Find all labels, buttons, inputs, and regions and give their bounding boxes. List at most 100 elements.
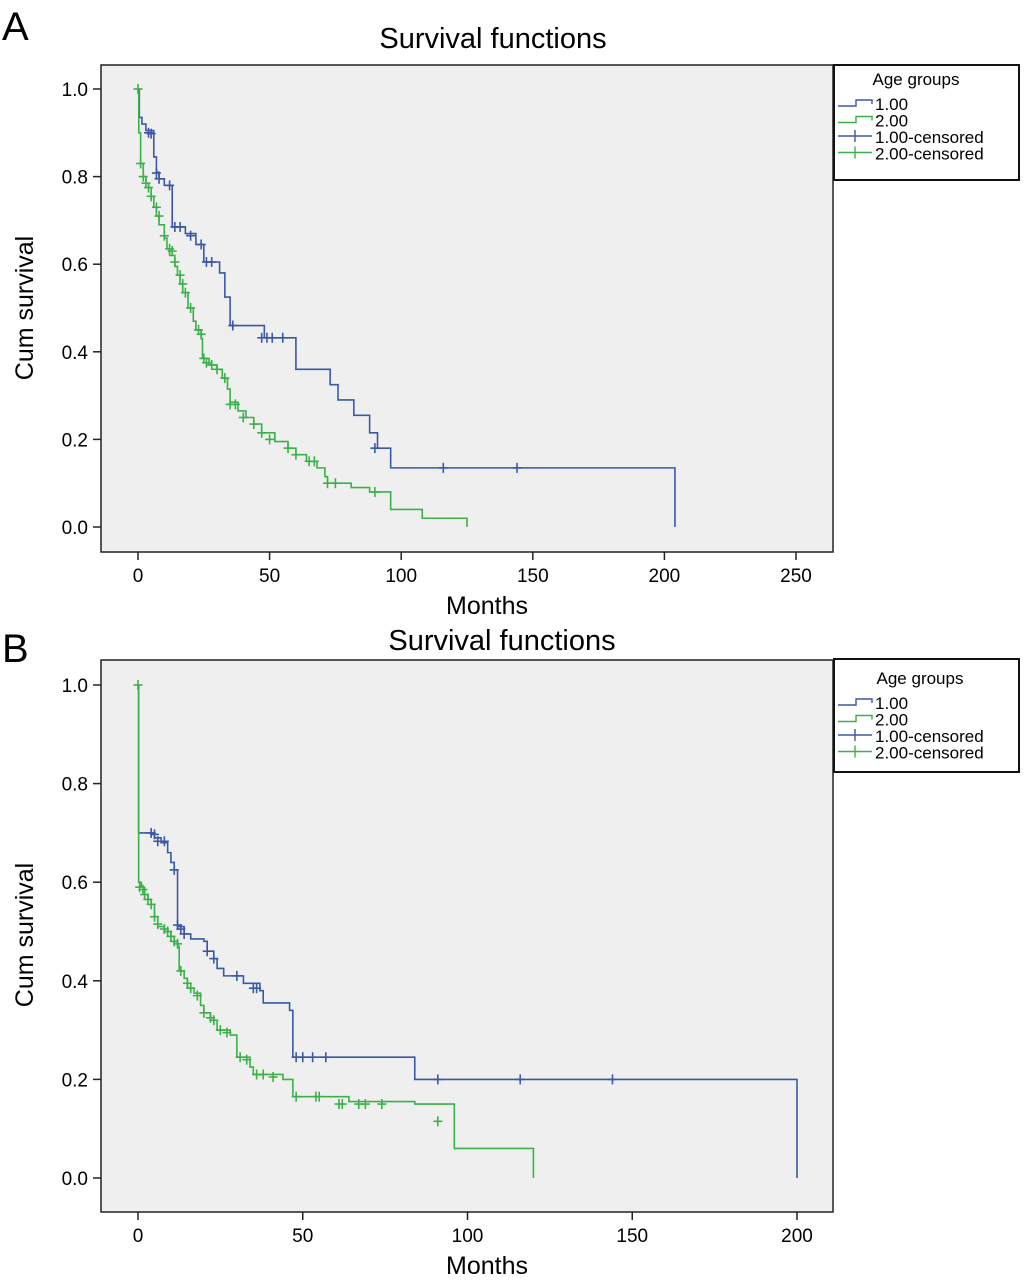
plot-area-a [100, 64, 834, 553]
censor-mark [186, 230, 196, 241]
censor-mark [144, 182, 154, 193]
censor-mark [196, 329, 206, 340]
censor-mark [283, 443, 293, 454]
censor-mark [149, 911, 159, 922]
x-axis-label-a: Months [446, 592, 528, 620]
x-tick-label: 200 [781, 1226, 813, 1247]
censor-mark [433, 1074, 443, 1085]
censor-mark [238, 412, 248, 423]
chart-title-b: Survival functions [388, 625, 615, 657]
censor-mark [515, 1074, 525, 1085]
legend-title-b: Age groups [877, 669, 964, 688]
censor-mark [330, 478, 340, 489]
censor-mark [433, 1116, 443, 1127]
censor-mark [230, 399, 240, 410]
censor-mark [220, 373, 230, 384]
censor-mark [201, 357, 211, 368]
legend-label: 1.00 [875, 694, 908, 713]
legend-label: 2.00-censored [875, 744, 984, 763]
y-tick-label: 0.8 [62, 168, 88, 189]
legend-label: 1.00 [875, 95, 908, 114]
censor-mark [207, 257, 217, 268]
censor-mark [370, 486, 380, 497]
censor-mark [136, 158, 146, 169]
plot-area-b [100, 659, 834, 1213]
censor-mark [235, 1052, 245, 1063]
censor-mark [360, 1099, 370, 1110]
censor-mark [278, 332, 288, 343]
censor-mark [173, 938, 183, 949]
censor-mark [170, 257, 180, 268]
legend-item: 2.00-censored [838, 744, 984, 763]
censor-mark [153, 919, 163, 930]
y-tick-label: 0.6 [62, 873, 88, 894]
x-tick-label: 50 [259, 566, 280, 587]
legend-item: 2.00 [838, 112, 908, 131]
censor-mark [265, 434, 275, 445]
censor-mark [309, 456, 319, 467]
legend-item: 1.00-censored [838, 727, 984, 746]
censor-mark [175, 221, 185, 232]
censor-mark [232, 970, 242, 981]
censor-mark [215, 1025, 225, 1036]
censor-mark [192, 990, 202, 1001]
censor-mark [146, 899, 156, 910]
legend-label: 1.00-censored [875, 727, 984, 746]
censor-mark [202, 946, 212, 957]
censor-mark [257, 427, 267, 438]
legend-item: 1.00 [838, 694, 908, 713]
censor-mark [209, 1015, 219, 1026]
legend-step-icon [838, 115, 873, 124]
y-axis-a: 0.0 0.2 0.4 0.6 0.8 1.0 [62, 80, 101, 539]
censor-mark [133, 680, 143, 690]
y-axis-b: 0.0 0.2 0.4 0.6 0.8 1.0 [62, 676, 101, 1190]
x-tick-label: 50 [292, 1226, 313, 1247]
censor-mark [268, 1071, 278, 1082]
legend-item: 2.00 [838, 711, 908, 730]
y-tick-label: 0.2 [62, 430, 88, 451]
censor-mark [228, 320, 238, 331]
censor-mark [186, 983, 196, 994]
censor-mark [175, 270, 185, 281]
survival-curve-a-1 [138, 88, 676, 527]
y-tick-label: 1.0 [62, 80, 88, 101]
censor-mark [178, 278, 188, 289]
x-tick-label: 0 [133, 1226, 144, 1247]
y-tick-label: 0.2 [62, 1070, 88, 1091]
censor-mark [512, 462, 522, 473]
censor-mark [370, 443, 380, 454]
censor-mark [149, 829, 159, 840]
legend-item: 1.00-censored [838, 128, 984, 147]
legend-label: 1.00-censored [875, 128, 984, 147]
censor-mark [176, 965, 186, 976]
censor-mark [258, 1069, 268, 1080]
legend-title-a: Age groups [873, 70, 960, 89]
censor-mark [212, 364, 222, 375]
censor-mark [186, 303, 196, 313]
legend-box-a [833, 64, 1020, 181]
censor-mark [196, 239, 206, 250]
legend-b: Age groups 1.002.001.00-censored2.00-cen… [833, 658, 1020, 773]
censor-mark [291, 1091, 301, 1102]
censor-mark [151, 168, 161, 179]
censor-mark [249, 419, 259, 430]
y-tick-label: 0.6 [62, 255, 88, 276]
y-tick-label: 0.0 [62, 1169, 88, 1190]
censor-mark [138, 884, 148, 895]
censor-mark [314, 1091, 324, 1102]
legend-step-icon [838, 99, 873, 107]
censor-mark [323, 478, 333, 489]
y-axis-label-b: Cum survival [11, 863, 39, 1007]
y-tick-label: 1.0 [62, 676, 88, 697]
legend-step-icon [838, 714, 873, 723]
panel-b: B Survival functions 0.00.20.40.60.81.0 … [2, 625, 1020, 1280]
legend-a: Age groups 1.002.001.00-censored2.00-cen… [833, 64, 1020, 181]
censor-mark [607, 1074, 617, 1085]
y-axis-label-a: Cum survival [11, 236, 39, 380]
censor-mark [337, 1099, 347, 1110]
censor-mark [159, 836, 169, 847]
censor-mark [165, 180, 175, 191]
panel-letter-b: B [2, 627, 29, 671]
censor-mark [321, 1052, 331, 1063]
